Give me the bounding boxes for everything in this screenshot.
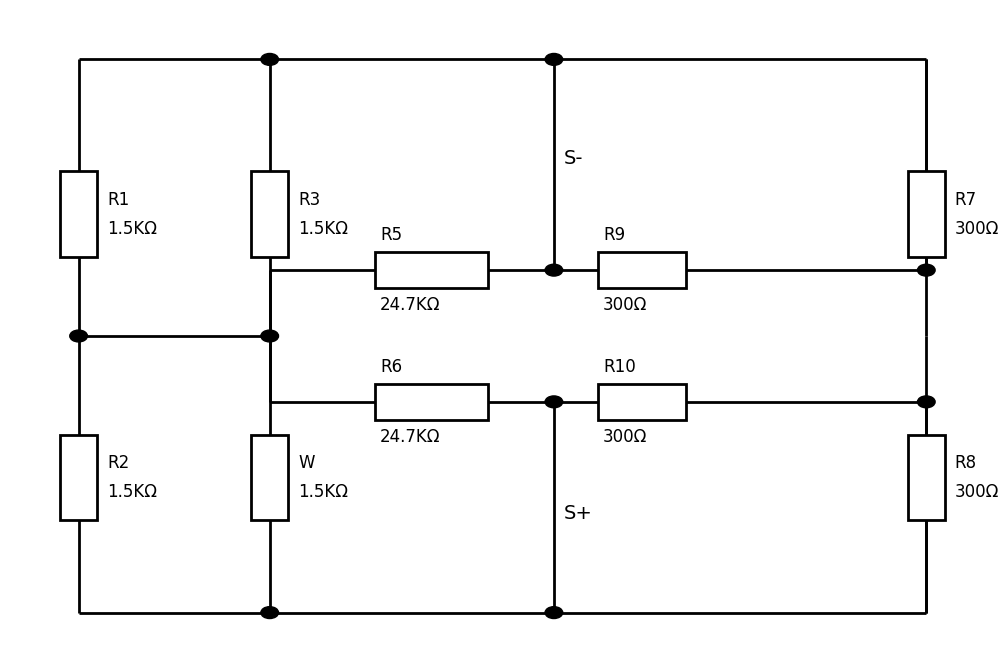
Circle shape <box>917 264 935 276</box>
Circle shape <box>545 396 563 408</box>
Bar <box>251 171 288 257</box>
Text: 1.5KΩ: 1.5KΩ <box>298 220 348 238</box>
Text: 300Ω: 300Ω <box>955 483 999 501</box>
Text: R5: R5 <box>380 226 402 244</box>
Bar <box>598 252 686 288</box>
Bar <box>375 252 488 288</box>
Bar <box>375 384 488 420</box>
Text: 300Ω: 300Ω <box>603 296 647 314</box>
Text: R3: R3 <box>298 191 320 209</box>
Circle shape <box>261 607 279 618</box>
Text: R9: R9 <box>603 226 625 244</box>
Circle shape <box>545 607 563 618</box>
Text: 1.5KΩ: 1.5KΩ <box>107 220 157 238</box>
Text: 300Ω: 300Ω <box>955 220 999 238</box>
Text: R1: R1 <box>107 191 129 209</box>
Bar <box>60 171 97 257</box>
Text: R2: R2 <box>107 454 129 472</box>
Text: R7: R7 <box>955 191 977 209</box>
Circle shape <box>261 330 279 342</box>
Bar <box>908 435 945 520</box>
Text: 24.7KΩ: 24.7KΩ <box>380 428 440 446</box>
Text: 1.5KΩ: 1.5KΩ <box>107 483 157 501</box>
Circle shape <box>70 330 87 342</box>
Bar <box>251 435 288 520</box>
Text: R6: R6 <box>380 358 402 376</box>
Bar <box>908 171 945 257</box>
Circle shape <box>545 264 563 276</box>
Text: 1.5KΩ: 1.5KΩ <box>298 483 348 501</box>
Bar <box>598 384 686 420</box>
Bar <box>60 435 97 520</box>
Circle shape <box>917 396 935 408</box>
Text: 300Ω: 300Ω <box>603 428 647 446</box>
Text: 24.7KΩ: 24.7KΩ <box>380 296 440 314</box>
Text: R8: R8 <box>955 454 977 472</box>
Circle shape <box>545 54 563 65</box>
Text: R10: R10 <box>603 358 636 376</box>
Circle shape <box>261 54 279 65</box>
Text: W: W <box>298 454 315 472</box>
Text: S-: S- <box>564 149 583 168</box>
Text: S+: S+ <box>564 504 593 523</box>
